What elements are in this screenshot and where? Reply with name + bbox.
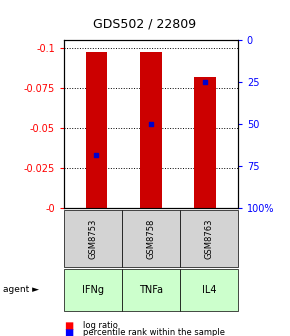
Bar [86, 51, 107, 208]
Text: GSM8753: GSM8753 [88, 218, 97, 259]
Text: GSM8763: GSM8763 [204, 218, 213, 259]
Text: IL4: IL4 [202, 285, 216, 295]
Text: percentile rank within the sample: percentile rank within the sample [83, 328, 225, 336]
Point [203, 80, 207, 85]
Bar [194, 77, 216, 208]
Text: ■: ■ [64, 321, 73, 331]
Text: IFNg: IFNg [82, 285, 104, 295]
Text: TNFa: TNFa [139, 285, 163, 295]
Text: log ratio: log ratio [83, 322, 117, 330]
Text: ■: ■ [64, 328, 73, 336]
Point [94, 152, 99, 157]
Text: GDS502 / 22809: GDS502 / 22809 [93, 17, 197, 30]
Text: GSM8758: GSM8758 [146, 218, 155, 259]
Point [148, 122, 153, 127]
Text: agent ►: agent ► [3, 285, 39, 294]
Bar [140, 51, 162, 208]
